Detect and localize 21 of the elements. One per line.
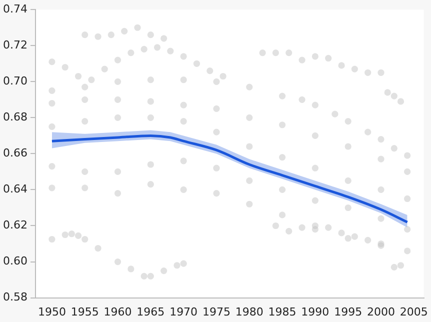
y-tick-label: 0.58 [2,290,28,304]
x-tick-label: 1965 [136,305,165,318]
x-tick-label: 2005 [400,305,428,318]
y-tick-label: 0.60 [2,254,28,268]
y-tick-label: 0.70 [2,74,28,88]
y-tick-label: 0.64 [2,182,28,196]
y-tick-label: 0.62 [2,218,28,232]
x-tick-label: 1950 [38,305,66,318]
x-tick-label: 1960 [104,305,132,318]
x-tick-label: 1975 [202,305,230,318]
y-tick-label: 0.72 [2,38,28,52]
x-tick-label: 1955 [70,305,99,318]
y-tick-label: 0.68 [2,110,28,124]
y-tick-label: 0.66 [2,146,28,160]
x-tick-label: 1980 [235,305,264,318]
x-tick-label: 2000 [366,305,395,318]
x-tick-label: 1995 [334,305,362,318]
x-tick-label: 1970 [170,305,198,318]
x-tick-label: 1990 [301,305,330,318]
x-tick-label: 1985 [268,305,296,318]
y-tick-label: 0.74 [2,2,28,16]
